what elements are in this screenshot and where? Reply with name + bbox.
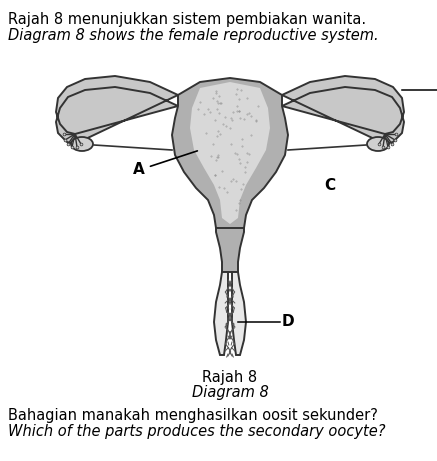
Text: Diagram 8: Diagram 8 bbox=[192, 385, 268, 400]
Polygon shape bbox=[214, 272, 228, 355]
Text: C: C bbox=[324, 177, 336, 193]
Polygon shape bbox=[190, 82, 270, 224]
Text: Rajah 8: Rajah 8 bbox=[202, 370, 257, 385]
Polygon shape bbox=[172, 78, 288, 232]
Text: Which of the parts produces the secondary oocyte?: Which of the parts produces the secondar… bbox=[8, 424, 385, 439]
Polygon shape bbox=[216, 228, 244, 272]
Text: A: A bbox=[133, 151, 198, 177]
Polygon shape bbox=[232, 272, 246, 355]
Text: Rajah 8 menunjukkan sistem pembiakan wanita.: Rajah 8 menunjukkan sistem pembiakan wan… bbox=[8, 12, 366, 27]
Text: Bahagian manakah menghasilkan oosit sekunder?: Bahagian manakah menghasilkan oosit seku… bbox=[8, 408, 378, 423]
Ellipse shape bbox=[71, 137, 93, 151]
Text: Diagram 8 shows the female reproductive system.: Diagram 8 shows the female reproductive … bbox=[8, 28, 378, 43]
Polygon shape bbox=[282, 76, 404, 144]
Polygon shape bbox=[56, 76, 178, 144]
Ellipse shape bbox=[367, 137, 389, 151]
Text: D: D bbox=[282, 314, 295, 330]
